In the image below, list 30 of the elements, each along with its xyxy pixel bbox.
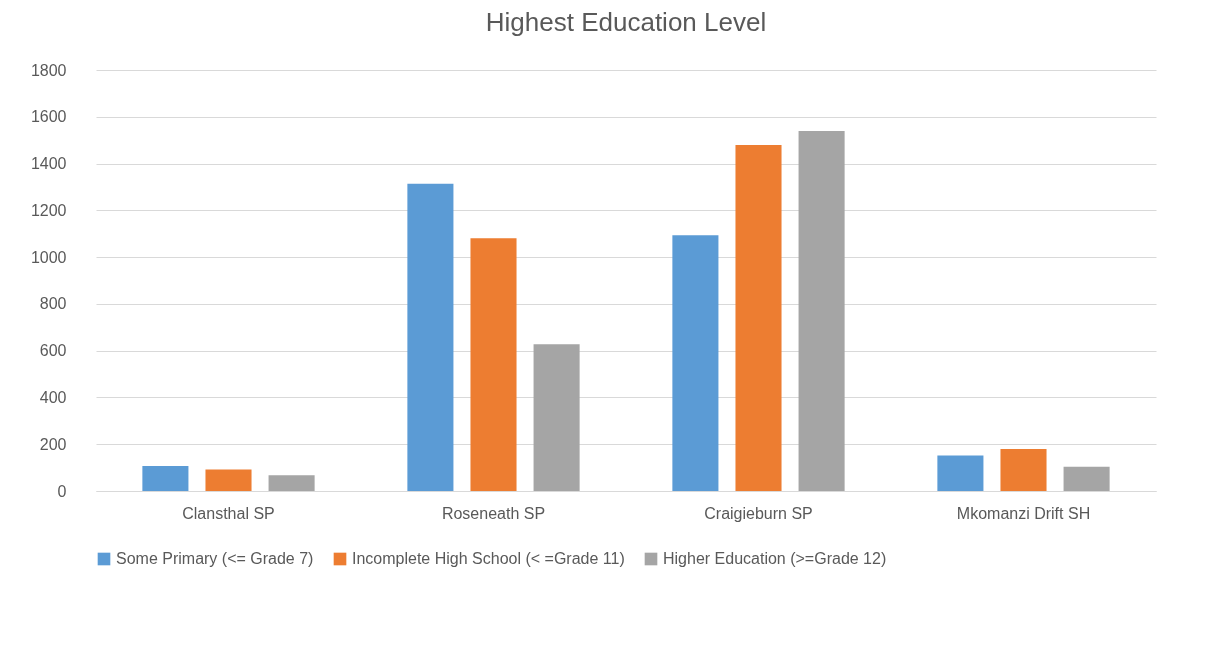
y-tick-label: 400 [39,388,67,406]
bar [205,469,252,491]
bar [798,131,845,491]
y-tick-label: 200 [39,435,67,453]
bar [1063,466,1110,491]
y-tick-label: 600 [39,342,67,360]
x-tick-label: Clansthal SP [182,504,275,522]
bar [470,238,517,491]
y-tick-label: 1600 [30,108,67,126]
bar [1000,448,1047,491]
legend-label: Incomplete High School (< =Grade 11) [352,550,625,567]
bar [533,344,580,491]
bar [268,475,315,491]
chart-title: Highest Education Level [485,7,767,37]
y-tick-label: 1400 [30,155,67,173]
y-tick-label: 0 [57,482,67,500]
y-tick-label: 1200 [30,201,67,219]
bar [142,465,189,491]
bar [407,183,454,491]
y-tick-label: 1800 [30,61,67,79]
legend-label: Some Primary (<= Grade 7) [116,550,314,567]
y-tick-label: 1000 [30,248,67,266]
x-tick-label: Mkomanzi Drift SH [956,504,1091,522]
x-tick-label: Craigieburn SP [704,504,813,522]
x-tick-label: Roseneath SP [441,504,546,522]
bar [937,455,984,491]
bar [735,145,782,491]
bar [672,235,719,491]
legend-label: Higher Education (>=Grade 12) [663,550,887,567]
y-tick-label: 800 [39,295,67,313]
